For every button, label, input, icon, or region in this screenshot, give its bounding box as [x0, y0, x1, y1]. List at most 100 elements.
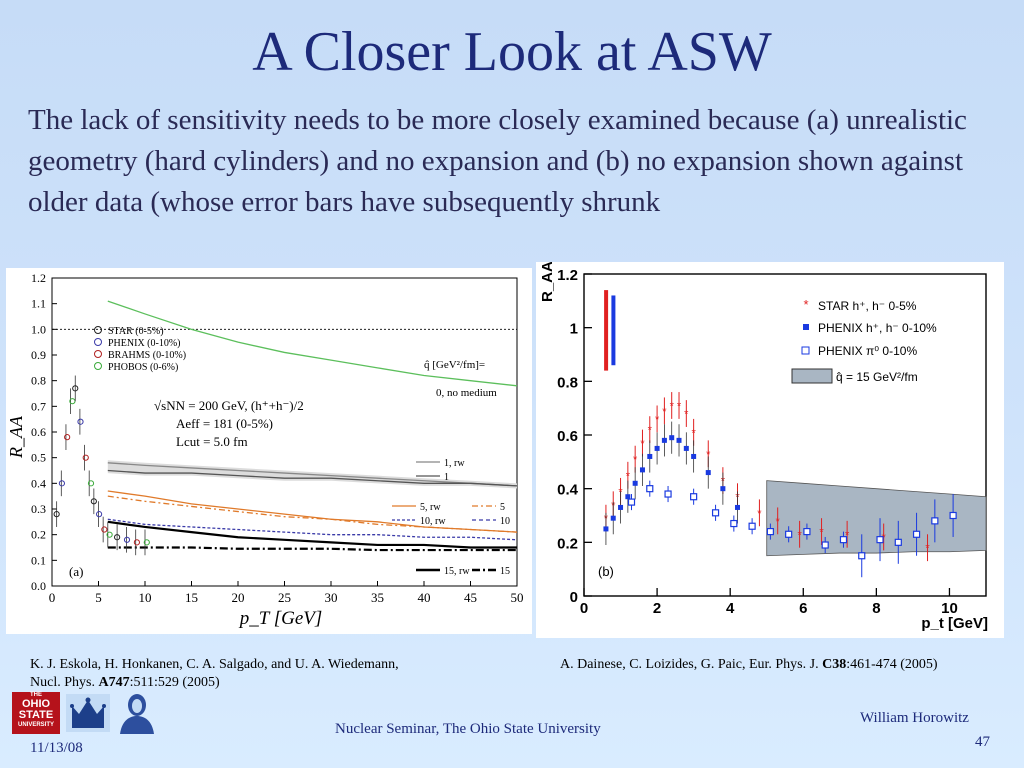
legend-curve-label-a: 5, rw: [420, 502, 441, 513]
columbia-crown-icon: [66, 694, 110, 732]
y-tick-label-b: 0: [570, 589, 578, 606]
x-tick-label-b: 2: [653, 600, 661, 617]
star-point-b: *: [684, 409, 689, 421]
phenix-h-point-b: [625, 494, 631, 500]
legend-marker-a: [94, 350, 102, 358]
reference-a-pages: :511:529 (2005): [129, 675, 220, 690]
legend-curve-label-a: 10: [500, 516, 510, 527]
x-tick-label-a: 30: [325, 590, 338, 605]
x-tick-label-a: 5: [95, 590, 102, 605]
legend-curve-label-a: 1, rw: [444, 458, 465, 469]
legend-marker-band-b: [791, 368, 833, 384]
star-point-b: *: [670, 400, 675, 412]
footer-center: Nuclear Seminar, The Ohio State Universi…: [335, 721, 601, 737]
x-tick-label-a: 0: [49, 590, 56, 605]
data-point-a: [143, 539, 150, 546]
star-point-b: *: [797, 529, 802, 541]
y-tick-label-a: 0.2: [31, 528, 46, 542]
series-line-a: [107, 469, 518, 487]
footer-author: William Horowitz: [860, 710, 969, 726]
phenix-h-point-b: [647, 453, 653, 459]
y-tick-label-a: 0.1: [31, 553, 46, 567]
phenix-h-point-b: [603, 526, 609, 532]
y-tick-label-b: 0.6: [557, 428, 578, 445]
phenix-pi0-point-b: [803, 528, 811, 536]
x-tick-label-a: 50: [511, 590, 524, 605]
y-tick-label-a: 1.0: [31, 322, 46, 336]
data-point-a: [53, 511, 60, 518]
phenix-pi0-point-b: [839, 536, 848, 544]
y-axis-label-b: R_AA: [539, 262, 556, 302]
data-point-a: [96, 511, 103, 518]
legend-marker-phenix-h-b: [803, 324, 809, 330]
x-tick-label-a: 15: [185, 590, 198, 605]
star-point-b: *: [706, 449, 711, 461]
annotation-energy-a: √sNN = 200 GeV, (h⁺+h⁻)/2: [154, 398, 304, 413]
phenix-h-point-b: [705, 470, 711, 476]
y-tick-label-b: 0.8: [557, 374, 578, 391]
star-point-b: *: [819, 527, 824, 539]
phenix-h-point-b: [734, 504, 740, 510]
data-point-a: [72, 385, 79, 392]
reference-a-line2: Nucl. Phys. A747:511:529 (2005): [30, 674, 550, 692]
series-line-a: [107, 495, 518, 533]
phenix-pi0-point-b: [821, 541, 829, 549]
star-point-b: *: [776, 516, 781, 528]
y-tick-label-a: 0.8: [31, 374, 46, 388]
y-tick-label-a: 0.4: [31, 476, 46, 490]
x-tick-label-a: 35: [371, 590, 384, 605]
y-tick-label-a: 0.3: [31, 502, 46, 516]
star-point-b: *: [633, 454, 638, 466]
phenix-h-point-b: [683, 445, 689, 451]
x-axis-label-b: p_t [GeV]: [921, 615, 988, 632]
phenix-pi0-point-b: [785, 530, 793, 538]
phenix-pi0-point-b: [858, 552, 866, 560]
reference-b: A. Dainese, C. Loizides, G. Paic, Eur. P…: [560, 656, 1024, 674]
phenix-h-point-b: [610, 515, 616, 521]
phenix-pi0-point-b: [766, 528, 774, 536]
data-point-a: [58, 480, 66, 487]
x-tick-label-b: 4: [726, 600, 735, 617]
legend-label-a: PHOBOS (0-6%): [108, 362, 178, 373]
x-tick-label-b: 0: [580, 600, 588, 617]
legend-label-star-b: STAR h⁺, h⁻ 0-5%: [818, 299, 917, 313]
chart-a-svg: 0.0 0.1 0.2 0.3 0.4 0.5 0.6 0.7 0.8 0.9 1.0 1.1 1.2 0…: [6, 271, 524, 629]
phenix-pi0-point-b: [876, 536, 884, 544]
data-point-a: [87, 480, 95, 487]
y-tick-label-a: 1.2: [31, 271, 46, 285]
x-tick-label-a: 10: [139, 590, 152, 605]
star-point-b: *: [757, 508, 762, 520]
legend-label-band-b: q̂ = 15 GeV²/fm: [836, 370, 918, 384]
y-tick-label-a: 0.0: [31, 579, 46, 593]
legend-label-a: BRAHMS (0-10%): [108, 350, 186, 361]
legend-marker-a: [94, 326, 102, 334]
annotation-qhat-a: q̂ [GeV²/fm]=: [424, 359, 485, 371]
star-point-b: *: [662, 406, 667, 418]
x-axis-label-a: p_T [GeV]: [238, 608, 323, 629]
star-point-b: *: [691, 427, 696, 439]
reference-a-volume: A747: [98, 675, 130, 690]
phenix-pi0-point-b: [627, 498, 636, 506]
data-point-a: [133, 539, 140, 546]
slide-title: A Closer Look at ASW: [252, 21, 772, 83]
x-tick-label-a: 25: [278, 590, 291, 605]
x-tick-label-b: 8: [872, 600, 880, 617]
phenix-h-point-b: [632, 480, 638, 486]
systematic-bar-blue-b: [611, 295, 616, 366]
star-point-b: *: [626, 470, 631, 482]
chart-panel-a: 0.0 0.1 0.2 0.3 0.4 0.5 0.6 0.7 0.8 0.9 1.0 1.1 1.2 0…: [6, 268, 532, 634]
star-point-b: *: [845, 529, 850, 541]
star-point-b: *: [882, 532, 887, 544]
legend-marker-a: [94, 338, 102, 346]
x-tick-label-b: 10: [941, 600, 958, 617]
data-point-a: [90, 498, 97, 505]
phenix-pi0-point-b: [931, 517, 939, 525]
footer-date: 11/13/08: [30, 740, 83, 756]
phenix-h-point-b: [639, 467, 645, 473]
series-line-a: [107, 300, 518, 387]
osu-logo-the: THE: [30, 692, 42, 698]
reference-b-authors: A. Dainese, C. Loizides, G. Paic, Eur. P…: [560, 657, 823, 672]
y-tick-label-a: 0.9: [31, 348, 46, 362]
series-line-a: [107, 520, 517, 549]
legend-label-phenix-pi0-b: PHENIX π⁰ 0-10%: [818, 344, 917, 358]
